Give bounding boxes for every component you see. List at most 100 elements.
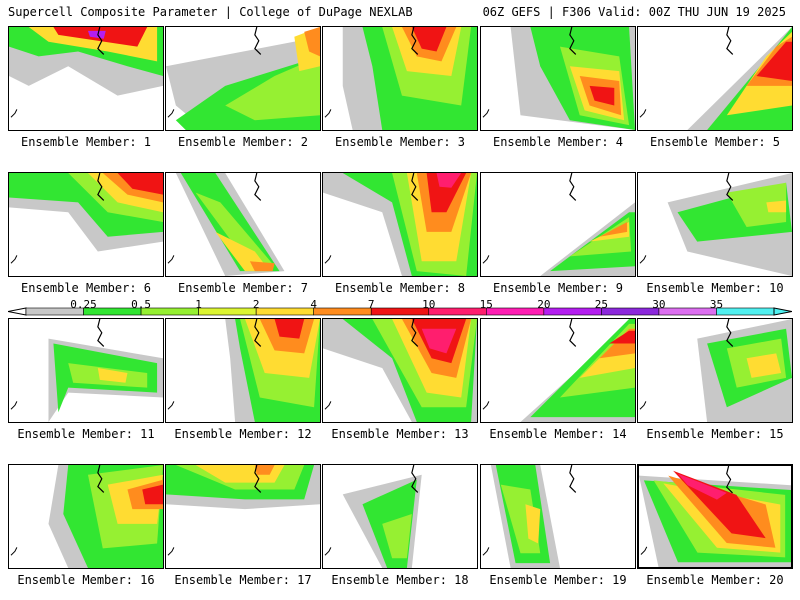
scp-field [482,465,577,568]
member-18-map[interactable] [322,464,478,569]
field-contour-1 [530,319,635,418]
field-contour-4 [87,30,106,39]
member-10-label: Ensemble Member: 10 [646,281,784,295]
coastline [324,547,332,556]
title-left: Supercell Composite Parameter | College … [8,5,413,19]
field-contour-2 [195,192,275,267]
colorbar-tick-label: 10 [422,298,436,311]
member-7-label: Ensemble Member: 7 [177,281,309,295]
coastline [167,401,175,410]
member-3-label: Ensemble Member: 3 [334,135,466,149]
scp-field [639,173,792,276]
colorbar-tick-label: 35 [709,298,724,311]
colorbar-left-arrow [8,307,27,316]
member-19-label: Ensemble Member: 19 [489,573,627,587]
colorbar-swatch [601,307,660,316]
field-contour-5 [411,27,447,52]
member-5-map[interactable] [637,26,793,131]
scp-field [323,173,477,276]
coastline [254,319,262,347]
member-10-map[interactable] [637,172,793,277]
coastline [254,27,262,55]
coastline [10,401,18,410]
coastline [411,173,419,201]
member-15-label: Ensemble Member: 15 [646,427,784,441]
coastline [97,319,105,347]
member-13-map[interactable] [322,318,478,423]
coastline [324,255,332,264]
scp-field [482,173,635,276]
scp-field [639,27,792,130]
field-contour-3 [746,353,782,378]
coastline [726,173,734,201]
member-11-label: Ensemble Member: 11 [17,427,155,441]
colorbar-swatch [543,307,602,316]
member-6-map[interactable] [8,172,164,277]
colorbar-tick-label: 30 [652,298,666,311]
field-contour-2 [382,514,412,559]
colorbar-tick-label: 0.25 [70,298,97,311]
member-8-label: Ensemble Member: 8 [334,281,466,295]
colorbar-swatch [658,307,717,316]
coastline [569,319,577,347]
coastline [639,401,647,410]
member-8-map[interactable] [322,172,478,277]
field-contour-4 [756,41,792,81]
colorbar-swatch [370,307,430,316]
coastline [97,465,105,493]
coastline [569,27,577,55]
coastline [324,401,332,410]
colorbar-tick-label: 15 [479,298,493,311]
field-contour-6 [421,328,457,354]
coastline [10,109,18,118]
scp-field [166,27,320,130]
member-13-label: Ensemble Member: 13 [331,427,469,441]
member-19-map[interactable] [480,464,636,569]
scp-field [167,319,320,422]
coastline [254,465,262,493]
member-14-map[interactable] [480,318,636,423]
member-12-map[interactable] [165,318,321,423]
field-contour-3 [215,231,270,272]
member-18-label: Ensemble Member: 18 [331,573,469,587]
colorbar-swatch [716,307,775,316]
colorbar-tick-label: 0.5 [131,298,151,311]
coastline [482,547,490,556]
member-15-map[interactable] [637,318,793,423]
coastline [411,319,419,347]
field-contour-2 [225,56,320,121]
field-contour-4 [304,27,320,57]
member-4-map[interactable] [480,26,636,131]
member-11-map[interactable] [8,318,164,423]
field-contour-5 [274,319,305,339]
member-9-map[interactable] [480,172,636,277]
coastline [254,173,262,201]
scp-field [639,466,791,567]
member-1-map[interactable] [8,26,164,131]
field-contour-4 [254,465,275,475]
scp-field [9,173,163,264]
member-7-map[interactable] [165,172,321,277]
member-1-label: Ensemble Member: 1 [20,135,152,149]
member-5-label: Ensemble Member: 5 [649,135,781,149]
coastline [569,173,577,201]
member-17-map[interactable] [165,464,321,569]
colorbar-swatch [486,307,545,316]
coastline [569,465,577,493]
coastline [97,173,105,201]
member-20-map[interactable] [637,464,793,569]
field-contour-3 [525,504,541,544]
coastline [10,255,18,264]
title-right: 06Z GEFS | F306 Valid: 00Z THU JUN 19 20… [482,5,786,19]
member-16-map[interactable] [8,464,164,569]
coastline [167,255,175,264]
field-contour-5 [609,330,635,344]
field-contour-4 [249,261,275,272]
coastline [726,319,734,347]
member-14-label: Ensemble Member: 14 [489,427,627,441]
field-contour-3 [766,200,787,213]
colorbar-swatch [255,307,314,316]
member-9-label: Ensemble Member: 9 [492,281,624,295]
member-3-map[interactable] [322,26,478,131]
member-2-map[interactable] [165,26,321,131]
